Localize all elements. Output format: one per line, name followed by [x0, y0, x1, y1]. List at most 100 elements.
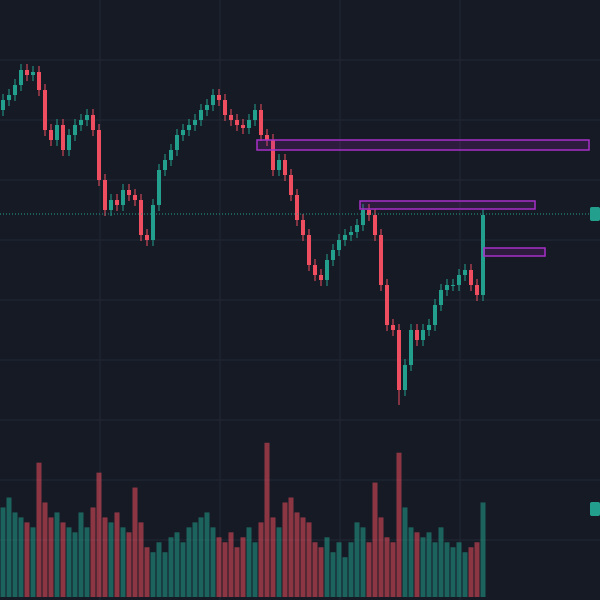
volume-bar — [480, 502, 486, 597]
candle-body — [67, 135, 71, 150]
volume-bar — [282, 502, 288, 597]
candle-body — [397, 330, 401, 390]
candle-body — [103, 180, 107, 210]
volume-bar — [132, 487, 138, 597]
candle-body — [313, 265, 317, 275]
volume-bar — [48, 517, 54, 597]
volume-bar — [444, 542, 450, 597]
volume-bar — [336, 542, 342, 597]
candle-body — [211, 95, 215, 105]
zone-box — [483, 247, 546, 257]
volume-bar — [12, 512, 18, 597]
candle-body — [181, 130, 185, 135]
price-tag — [590, 207, 600, 221]
volume-bar — [366, 542, 372, 597]
candle-body — [457, 275, 461, 285]
candle-body — [391, 325, 395, 330]
volume-bar — [288, 497, 294, 597]
volume-bar — [402, 507, 408, 597]
candle-body — [433, 305, 437, 325]
volume-bar — [276, 527, 282, 597]
candle-body — [295, 195, 299, 220]
candle-body — [175, 135, 179, 150]
candle-body — [349, 232, 353, 235]
volume-bar — [114, 512, 120, 597]
volume-bar — [198, 517, 204, 597]
candle-body — [481, 215, 485, 295]
volume-bar — [258, 522, 264, 597]
volume-bar — [324, 537, 330, 597]
candle-body — [157, 170, 161, 205]
volume-bar — [330, 552, 336, 597]
volume-bar — [474, 542, 480, 597]
volume-bar — [162, 552, 168, 597]
volume-bar — [252, 542, 258, 597]
candle-body — [379, 235, 383, 285]
candle-body — [85, 115, 89, 120]
candle-body — [151, 205, 155, 240]
volume-bar — [408, 527, 414, 597]
volume-bar — [0, 507, 6, 597]
volume-bar — [96, 472, 102, 597]
volume-bar — [72, 532, 78, 597]
candle-body — [199, 110, 203, 120]
volume-bar — [234, 547, 240, 597]
candle-body — [109, 200, 113, 210]
volume-bar — [18, 517, 24, 597]
candle-body — [325, 260, 329, 280]
candle-body — [451, 285, 455, 286]
candle-body — [373, 215, 377, 235]
candle-body — [355, 225, 359, 232]
volume-bar — [348, 542, 354, 597]
candle-body — [439, 290, 443, 305]
volume-tag — [590, 502, 600, 516]
candle-body — [55, 125, 59, 140]
volume-bar — [120, 527, 126, 597]
candle-body — [475, 285, 479, 295]
candle-body — [145, 235, 149, 240]
volume-bar — [168, 537, 174, 597]
volume-bar — [228, 532, 234, 597]
volume-bar — [216, 537, 222, 597]
candle-body — [415, 330, 419, 340]
candle-body — [31, 72, 35, 75]
candle-body — [115, 200, 119, 205]
volume-bar — [462, 552, 468, 597]
volume-bar — [180, 542, 186, 597]
candle-body — [283, 160, 287, 175]
zone-box — [256, 139, 590, 151]
candle-body — [43, 90, 47, 130]
candle-body — [91, 115, 95, 130]
volume-bar — [372, 482, 378, 597]
volume-bar — [144, 547, 150, 597]
volume-layer — [0, 442, 486, 597]
volume-bar — [66, 527, 72, 597]
volume-bar — [360, 527, 366, 597]
candle-body — [205, 105, 209, 110]
volume-bar — [54, 512, 60, 597]
candle-body — [1, 100, 5, 110]
candle-body — [19, 70, 23, 85]
volume-bar — [342, 557, 348, 597]
candle-body — [469, 270, 473, 285]
candle-body — [37, 72, 41, 90]
volume-bar — [150, 552, 156, 597]
candle-body — [307, 235, 311, 265]
candle-body — [217, 95, 221, 100]
volume-bar — [60, 522, 66, 597]
volume-bar — [108, 522, 114, 597]
volume-bar — [6, 497, 12, 597]
candle-body — [271, 140, 275, 170]
candle-body — [247, 120, 251, 128]
volume-bar — [432, 542, 438, 597]
candle-body — [139, 200, 143, 235]
candle-body — [427, 325, 431, 330]
volume-bar — [156, 542, 162, 597]
zone-box — [359, 200, 536, 210]
volume-bar — [378, 517, 384, 597]
candle-body — [367, 210, 371, 215]
volume-bar — [78, 512, 84, 597]
candle-body — [73, 125, 77, 135]
volume-bar — [222, 542, 228, 597]
volume-bar — [396, 452, 402, 597]
